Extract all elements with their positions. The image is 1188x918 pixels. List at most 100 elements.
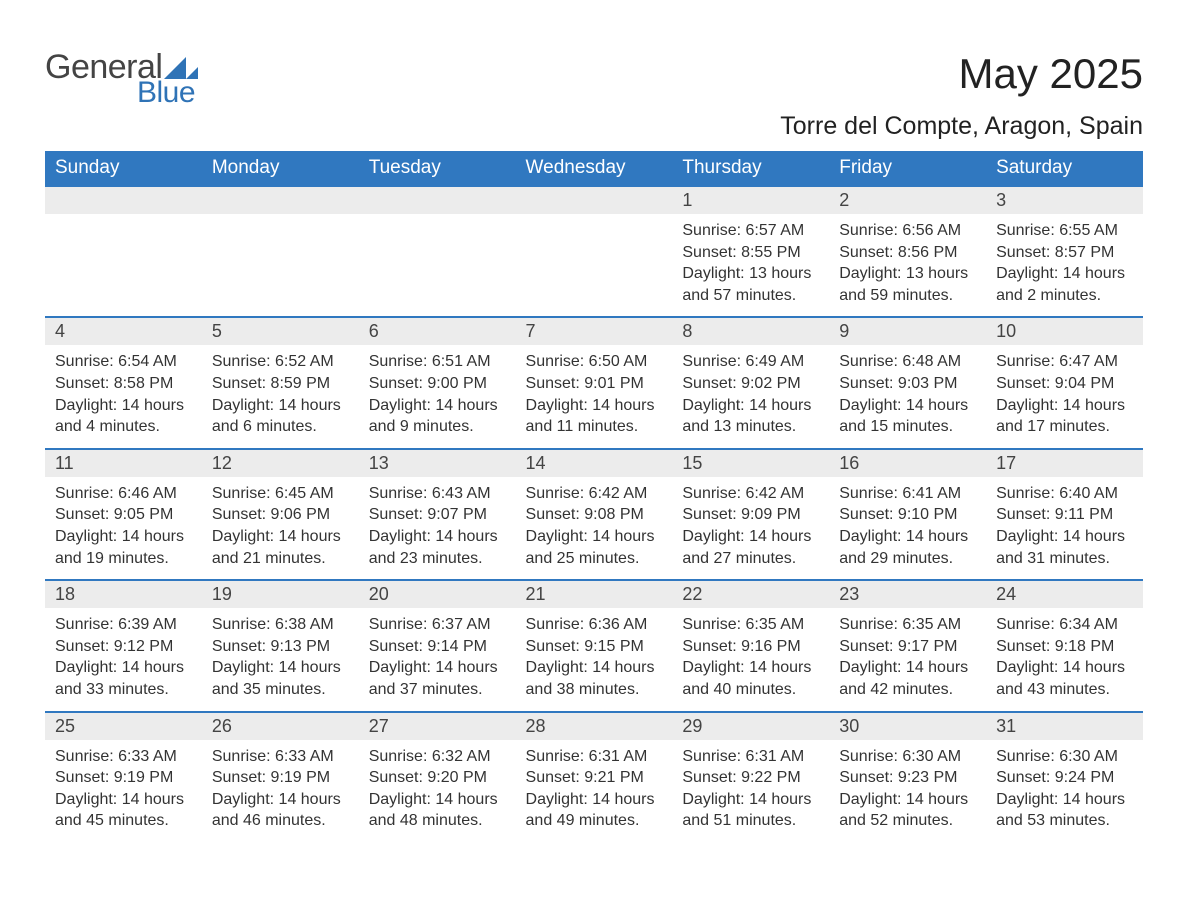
day-details: Sunrise: 6:56 AMSunset: 8:56 PMDaylight:… [829, 214, 986, 316]
day-number: 31 [986, 713, 1143, 740]
day-details: Sunrise: 6:48 AMSunset: 9:03 PMDaylight:… [829, 345, 986, 447]
calendar-cell: 10Sunrise: 6:47 AMSunset: 9:04 PMDayligh… [986, 317, 1143, 448]
day-details: Sunrise: 6:47 AMSunset: 9:04 PMDaylight:… [986, 345, 1143, 447]
calendar-cell [45, 186, 202, 317]
day-details: Sunrise: 6:35 AMSunset: 9:16 PMDaylight:… [672, 608, 829, 710]
day-number: 7 [516, 318, 673, 345]
day-number-empty [202, 187, 359, 214]
calendar-week-row: 18Sunrise: 6:39 AMSunset: 9:12 PMDayligh… [45, 580, 1143, 711]
day-details: Sunrise: 6:54 AMSunset: 8:58 PMDaylight:… [45, 345, 202, 447]
calendar-cell: 13Sunrise: 6:43 AMSunset: 9:07 PMDayligh… [359, 449, 516, 580]
day-details: Sunrise: 6:42 AMSunset: 9:08 PMDaylight:… [516, 477, 673, 579]
calendar-cell [202, 186, 359, 317]
logo: General Blue [45, 50, 198, 108]
day-number: 13 [359, 450, 516, 477]
calendar-cell: 27Sunrise: 6:32 AMSunset: 9:20 PMDayligh… [359, 712, 516, 842]
calendar-cell: 16Sunrise: 6:41 AMSunset: 9:10 PMDayligh… [829, 449, 986, 580]
day-details: Sunrise: 6:33 AMSunset: 9:19 PMDaylight:… [45, 740, 202, 842]
calendar-cell: 20Sunrise: 6:37 AMSunset: 9:14 PMDayligh… [359, 580, 516, 711]
calendar-cell: 25Sunrise: 6:33 AMSunset: 9:19 PMDayligh… [45, 712, 202, 842]
day-details: Sunrise: 6:31 AMSunset: 9:22 PMDaylight:… [672, 740, 829, 842]
day-details: Sunrise: 6:36 AMSunset: 9:15 PMDaylight:… [516, 608, 673, 710]
calendar-cell: 26Sunrise: 6:33 AMSunset: 9:19 PMDayligh… [202, 712, 359, 842]
day-number: 22 [672, 581, 829, 608]
calendar-cell: 15Sunrise: 6:42 AMSunset: 9:09 PMDayligh… [672, 449, 829, 580]
location-text: Torre del Compte, Aragon, Spain [45, 112, 1143, 141]
day-number: 5 [202, 318, 359, 345]
day-details: Sunrise: 6:52 AMSunset: 8:59 PMDaylight:… [202, 345, 359, 447]
calendar-week-row: 1Sunrise: 6:57 AMSunset: 8:55 PMDaylight… [45, 186, 1143, 317]
logo-text-blue: Blue [137, 78, 198, 108]
calendar-table: SundayMondayTuesdayWednesdayThursdayFrid… [45, 151, 1143, 842]
day-number: 24 [986, 581, 1143, 608]
day-number: 21 [516, 581, 673, 608]
calendar-cell: 7Sunrise: 6:50 AMSunset: 9:01 PMDaylight… [516, 317, 673, 448]
day-number-empty [516, 187, 673, 214]
day-number: 1 [672, 187, 829, 214]
day-details: Sunrise: 6:42 AMSunset: 9:09 PMDaylight:… [672, 477, 829, 579]
calendar-cell: 4Sunrise: 6:54 AMSunset: 8:58 PMDaylight… [45, 317, 202, 448]
day-number: 27 [359, 713, 516, 740]
day-header: Tuesday [359, 151, 516, 186]
day-number: 15 [672, 450, 829, 477]
calendar-week-row: 11Sunrise: 6:46 AMSunset: 9:05 PMDayligh… [45, 449, 1143, 580]
day-details: Sunrise: 6:57 AMSunset: 8:55 PMDaylight:… [672, 214, 829, 316]
calendar-cell: 24Sunrise: 6:34 AMSunset: 9:18 PMDayligh… [986, 580, 1143, 711]
day-number-empty [359, 187, 516, 214]
calendar-cell: 6Sunrise: 6:51 AMSunset: 9:00 PMDaylight… [359, 317, 516, 448]
day-header: Thursday [672, 151, 829, 186]
day-number: 12 [202, 450, 359, 477]
day-details: Sunrise: 6:51 AMSunset: 9:00 PMDaylight:… [359, 345, 516, 447]
day-number: 23 [829, 581, 986, 608]
day-number: 17 [986, 450, 1143, 477]
calendar-cell: 18Sunrise: 6:39 AMSunset: 9:12 PMDayligh… [45, 580, 202, 711]
day-details: Sunrise: 6:35 AMSunset: 9:17 PMDaylight:… [829, 608, 986, 710]
day-details: Sunrise: 6:37 AMSunset: 9:14 PMDaylight:… [359, 608, 516, 710]
calendar-cell: 28Sunrise: 6:31 AMSunset: 9:21 PMDayligh… [516, 712, 673, 842]
day-header: Wednesday [516, 151, 673, 186]
day-details: Sunrise: 6:55 AMSunset: 8:57 PMDaylight:… [986, 214, 1143, 316]
day-number: 14 [516, 450, 673, 477]
day-number: 8 [672, 318, 829, 345]
day-details: Sunrise: 6:49 AMSunset: 9:02 PMDaylight:… [672, 345, 829, 447]
day-details: Sunrise: 6:50 AMSunset: 9:01 PMDaylight:… [516, 345, 673, 447]
calendar-cell: 17Sunrise: 6:40 AMSunset: 9:11 PMDayligh… [986, 449, 1143, 580]
day-header: Saturday [986, 151, 1143, 186]
day-details: Sunrise: 6:30 AMSunset: 9:23 PMDaylight:… [829, 740, 986, 842]
calendar-cell [516, 186, 673, 317]
day-details: Sunrise: 6:30 AMSunset: 9:24 PMDaylight:… [986, 740, 1143, 842]
day-number: 16 [829, 450, 986, 477]
calendar-cell: 23Sunrise: 6:35 AMSunset: 9:17 PMDayligh… [829, 580, 986, 711]
day-number: 2 [829, 187, 986, 214]
day-header: Friday [829, 151, 986, 186]
calendar-cell: 22Sunrise: 6:35 AMSunset: 9:16 PMDayligh… [672, 580, 829, 711]
calendar-cell: 5Sunrise: 6:52 AMSunset: 8:59 PMDaylight… [202, 317, 359, 448]
day-details: Sunrise: 6:46 AMSunset: 9:05 PMDaylight:… [45, 477, 202, 579]
calendar-cell: 21Sunrise: 6:36 AMSunset: 9:15 PMDayligh… [516, 580, 673, 711]
page-title: May 2025 [959, 50, 1143, 98]
day-header: Sunday [45, 151, 202, 186]
day-details: Sunrise: 6:31 AMSunset: 9:21 PMDaylight:… [516, 740, 673, 842]
calendar-week-row: 4Sunrise: 6:54 AMSunset: 8:58 PMDaylight… [45, 317, 1143, 448]
day-details: Sunrise: 6:39 AMSunset: 9:12 PMDaylight:… [45, 608, 202, 710]
calendar-cell: 2Sunrise: 6:56 AMSunset: 8:56 PMDaylight… [829, 186, 986, 317]
day-number-empty [45, 187, 202, 214]
calendar-cell: 9Sunrise: 6:48 AMSunset: 9:03 PMDaylight… [829, 317, 986, 448]
calendar-cell: 14Sunrise: 6:42 AMSunset: 9:08 PMDayligh… [516, 449, 673, 580]
day-details: Sunrise: 6:40 AMSunset: 9:11 PMDaylight:… [986, 477, 1143, 579]
day-details: Sunrise: 6:32 AMSunset: 9:20 PMDaylight:… [359, 740, 516, 842]
day-header-row: SundayMondayTuesdayWednesdayThursdayFrid… [45, 151, 1143, 186]
calendar-cell: 12Sunrise: 6:45 AMSunset: 9:06 PMDayligh… [202, 449, 359, 580]
day-details: Sunrise: 6:41 AMSunset: 9:10 PMDaylight:… [829, 477, 986, 579]
day-details: Sunrise: 6:38 AMSunset: 9:13 PMDaylight:… [202, 608, 359, 710]
day-number: 25 [45, 713, 202, 740]
calendar-cell: 3Sunrise: 6:55 AMSunset: 8:57 PMDaylight… [986, 186, 1143, 317]
day-header: Monday [202, 151, 359, 186]
day-number: 3 [986, 187, 1143, 214]
calendar-cell: 31Sunrise: 6:30 AMSunset: 9:24 PMDayligh… [986, 712, 1143, 842]
calendar-cell: 29Sunrise: 6:31 AMSunset: 9:22 PMDayligh… [672, 712, 829, 842]
day-number: 18 [45, 581, 202, 608]
day-number: 28 [516, 713, 673, 740]
day-number: 30 [829, 713, 986, 740]
day-number: 26 [202, 713, 359, 740]
